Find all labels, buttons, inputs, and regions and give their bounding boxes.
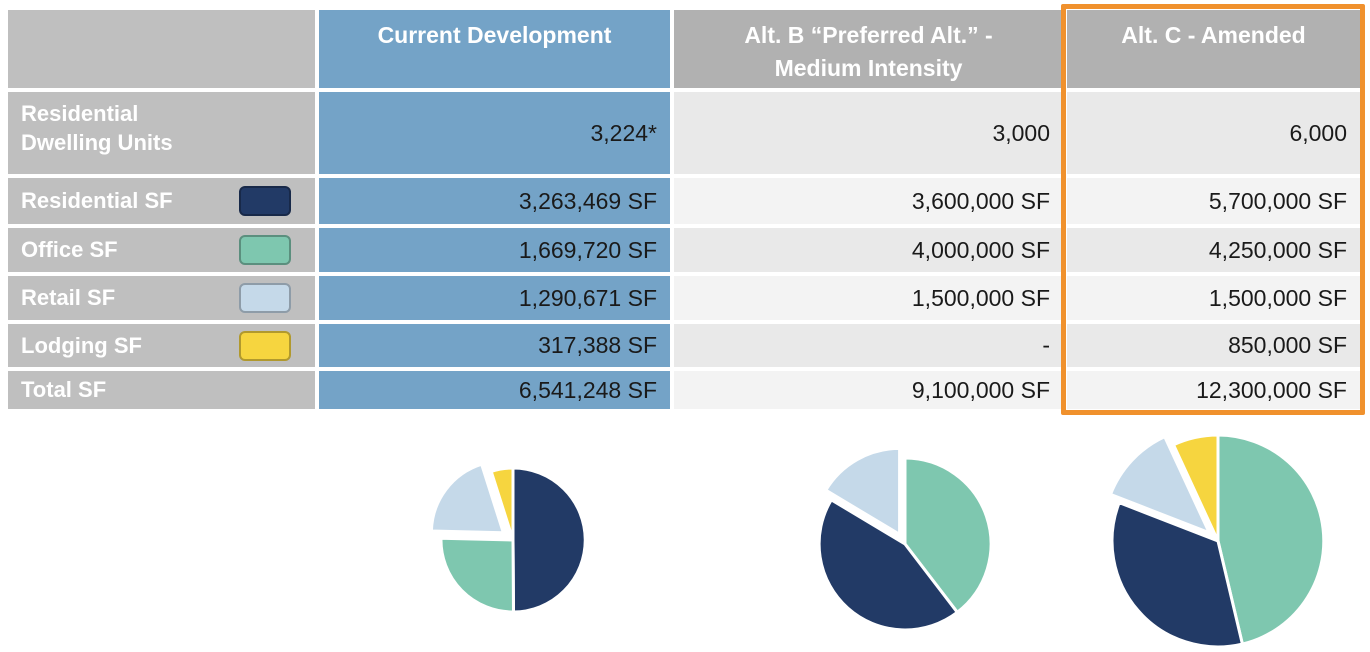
cell-dwelling-units-alt-b: 3,000 [674, 92, 1063, 174]
cell-total-sf-alt-b: 9,100,000 SF [674, 371, 1063, 409]
pie-alt-b-medium-intensity-slice-office-sf [817, 498, 959, 632]
pie-chart-alt-b-medium-intensity [817, 446, 993, 632]
row-label-total-sf: Total SF [8, 371, 315, 409]
header-alt-c: Alt. C - Amended [1067, 10, 1360, 88]
pie-current-development-slice-office-sf [439, 536, 515, 614]
cell-residential-sf-alt-b: 3,600,000 SF [674, 178, 1063, 224]
cell-lodging-sf-current: 317,388 SF [319, 324, 670, 367]
pie-alt-c-amended-slice-retail-sf [1109, 435, 1211, 535]
row-label-office-sf: Office SF [8, 228, 315, 272]
row-label-retail-sf: Retail SF [8, 276, 315, 320]
pie-alt-c-amended-slice-office-sf [1110, 501, 1244, 649]
cell-retail-sf-alt-c: 1,500,000 SF [1067, 276, 1360, 320]
header-alt-b-line1: Alt. B “Preferred Alt.” - [744, 22, 993, 48]
pie-chart-alt-c-amended [1109, 433, 1326, 649]
row-label-residential-sf: Residential SF [8, 178, 315, 224]
legend-swatch-office-sf [239, 235, 291, 265]
row-label-line2: Dwelling Units [21, 130, 173, 156]
header-current-development-label: Current Development [377, 22, 612, 48]
cell-residential-sf-alt-c: 5,700,000 SF [1067, 178, 1360, 224]
cell-residential-sf-current: 3,263,469 SF [319, 178, 670, 224]
pie-current-development-slice-residential-sf [511, 466, 587, 614]
cell-total-sf-alt-c: 12,300,000 SF [1067, 371, 1360, 409]
pie-chart-current-development [429, 462, 587, 614]
row-label-text: Retail SF [21, 285, 116, 311]
cell-retail-sf-current: 1,290,671 SF [319, 276, 670, 320]
pie-alt-b-medium-intensity-slice-retail-sf [824, 446, 902, 536]
pie-alt-c-amended-slice-lodging-sf [1172, 433, 1220, 543]
row-label-line1: Residential [21, 101, 139, 126]
header-alt-b: Alt. B “Preferred Alt.” - Medium Intensi… [674, 10, 1063, 88]
cell-office-sf-alt-b: 4,000,000 SF [674, 228, 1063, 272]
header-alt-c-label: Alt. C - Amended [1121, 22, 1306, 48]
cell-retail-sf-alt-b: 1,500,000 SF [674, 276, 1063, 320]
row-label-text: Lodging SF [21, 332, 142, 358]
cell-office-sf-alt-c: 4,250,000 SF [1067, 228, 1360, 272]
cell-dwelling-units-current: 3,224* [319, 92, 670, 174]
pie-alt-b-medium-intensity-slice-residential-sf [903, 456, 993, 614]
pie-current-development-slice-retail-sf [429, 462, 505, 535]
legend-swatch-residential-sf [239, 186, 291, 216]
header-current-development: Current Development [319, 10, 670, 88]
row-label-text: Office SF [21, 237, 118, 263]
cell-dwelling-units-alt-c: 6,000 [1067, 92, 1360, 174]
row-label-lodging-sf: Lodging SF [8, 324, 315, 367]
row-label-text: Total SF [21, 377, 107, 403]
cell-lodging-sf-alt-b: - [674, 324, 1063, 367]
cell-lodging-sf-alt-c: 850,000 SF [1067, 324, 1360, 367]
development-comparison-table: Current Development Alt. B “Preferred Al… [8, 10, 1360, 409]
legend-swatch-lodging-sf [239, 330, 291, 361]
legend-swatch-retail-sf [239, 283, 291, 313]
header-alt-b-line2: Medium Intensity [774, 54, 963, 81]
cell-total-sf-current: 6,541,248 SF [319, 371, 670, 409]
corner-header-cell [8, 10, 315, 88]
row-label-residential-dwelling-units: Residential Dwelling Units [8, 92, 315, 174]
pie-current-development-slice-lodging-sf [489, 466, 515, 542]
row-label-text: Residential SF [21, 188, 173, 214]
pie-alt-c-amended-slice-residential-sf [1216, 433, 1326, 646]
cell-office-sf-current: 1,669,720 SF [319, 228, 670, 272]
